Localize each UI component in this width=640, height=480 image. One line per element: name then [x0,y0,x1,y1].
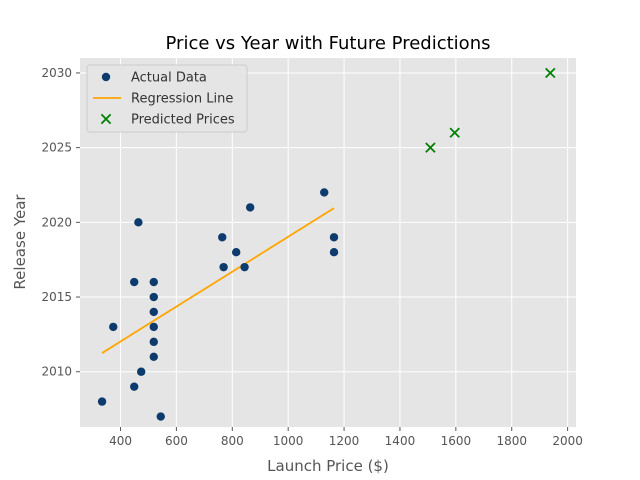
tick-labels: 400 600 800 1000 1200 1400 1600 1800 2000 2010 201… [41,66,582,448]
legend-swatch-x [100,113,112,125]
x-tick-label: 800 [221,434,244,448]
x-tick-label: 2000 [552,434,583,448]
predicted-point [545,67,556,79]
y-tick-label: 2025 [41,141,72,155]
legend-swatch-circle [101,72,111,82]
legend-item: Predicted Prices [100,113,235,128]
actual-data-point [134,218,143,227]
y-tick-label: 2015 [41,290,72,304]
x-tick-label: 400 [109,434,132,448]
actual-data-point [240,262,249,272]
actual-data-point [97,397,107,406]
actual-data-point [156,412,165,421]
legend: Actual Data Regression Line Predicted Pric… [86,64,248,133]
actual-data-point [149,337,158,347]
actual-data-point [245,203,255,212]
legend-label: Predicted Prices [131,113,235,128]
actual-data-point [136,367,146,376]
actual-data-point [329,248,339,257]
actual-data-point [149,352,158,361]
predicted-point [449,127,460,138]
chart-title: Price vs Year with Future Predictions [166,33,491,54]
actual-data-point [218,233,227,242]
actual-data-point [329,233,339,242]
x-marker-stroke [449,127,460,138]
legend-item: Actual Data [101,71,207,86]
actual-data-point [149,292,158,302]
actual-data-point [232,248,241,257]
x-tick-label: 1600 [441,434,472,448]
x-tick-label: 1000 [273,434,304,448]
grid [80,58,576,427]
x-marker-stroke [100,113,112,125]
actual-data-point [149,277,158,287]
x-tick-label: 1400 [385,434,416,448]
actual-data-point [219,262,228,272]
actual-data-point [130,382,139,391]
x-axis-label: Launch Price ($) [267,457,389,475]
regression-line [101,207,335,354]
legend-box [86,64,248,133]
predicted-point [425,142,436,153]
x-tick-label: 600 [165,434,188,448]
y-axis-label: Release Year [11,194,29,290]
x-tick-label: 1800 [496,434,527,448]
actual-data-point [109,322,118,332]
legend-item: Regression Line [93,92,233,107]
x-tick-label: 1200 [329,434,360,448]
actual-data-point [149,322,158,332]
actual-data-point [130,277,139,287]
actual-data-point [320,188,329,197]
y-tick-label: 2020 [41,215,72,229]
x-marker-stroke [425,142,436,153]
legend-label: Actual Data [131,71,207,86]
x-marker-stroke [545,67,556,79]
y-tick-label: 2030 [41,66,72,80]
y-tick-label: 2010 [41,365,72,379]
actual-data-point [149,307,158,317]
legend-label: Regression Line [131,92,233,107]
data-marks [97,67,556,421]
